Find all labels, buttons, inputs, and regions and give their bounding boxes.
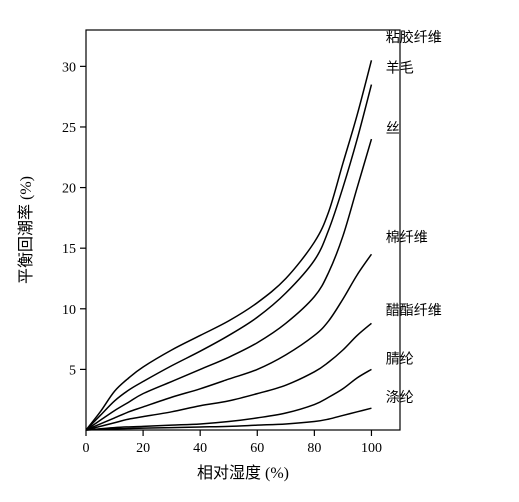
x-tick-label: 40 — [193, 441, 207, 456]
x-tick-label: 0 — [83, 441, 90, 456]
y-tick-label: 10 — [62, 303, 76, 318]
moisture-regain-chart: 0 20 40 60 80 100 5 10 15 20 25 30 粘胶纤维羊毛丝棉纤维醋酯纤维腈… — [0, 0, 519, 502]
series-label-silk: 丝 — [386, 121, 400, 137]
y-tick-label: 5 — [69, 363, 76, 378]
x-tick-label: 60 — [250, 441, 264, 456]
chart-background — [0, 0, 519, 502]
y-tick-label: 15 — [62, 242, 76, 257]
series-label-wool: 羊毛 — [386, 60, 414, 76]
series-label-viscose: 粘胶纤维 — [386, 29, 442, 46]
y-tick-label: 25 — [62, 121, 76, 136]
x-axis-label: 相对湿度 (%) — [197, 464, 289, 482]
x-tick-label: 100 — [361, 441, 382, 456]
x-tick-label: 80 — [307, 441, 321, 456]
y-tick-label: 20 — [62, 182, 76, 197]
series-label-acetate: 醋酯纤维 — [386, 303, 442, 319]
x-tick-label: 20 — [136, 441, 150, 456]
y-axis-label: 平衡回潮率 (%) — [17, 176, 35, 284]
series-label-polyester: 涤纶 — [386, 390, 414, 406]
series-label-acrylic: 腈纶 — [386, 351, 414, 367]
series-label-cotton: 棉纤维 — [386, 229, 428, 246]
y-tick-label: 30 — [62, 60, 76, 75]
